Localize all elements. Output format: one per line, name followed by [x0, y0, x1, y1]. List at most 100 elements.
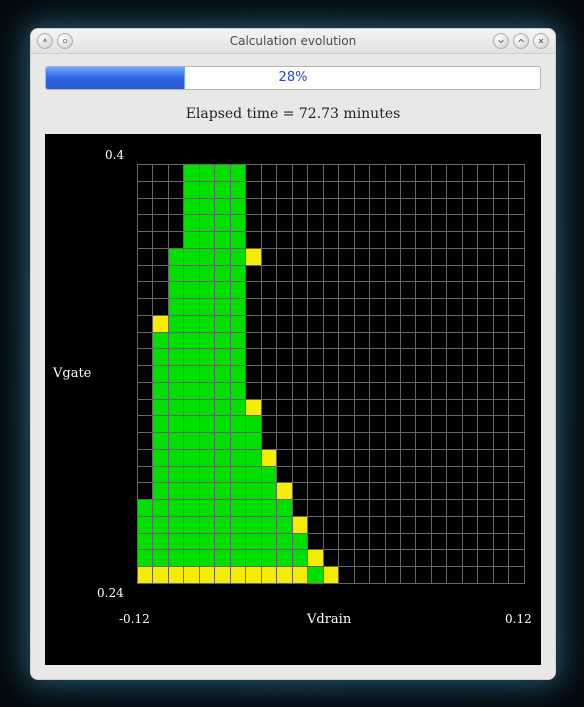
y-axis-label: Vgate — [53, 366, 91, 381]
heatmap-cell — [354, 516, 369, 533]
heatmap-cell — [493, 382, 508, 399]
heatmap-cell — [292, 198, 307, 215]
heatmap-cell — [509, 366, 525, 383]
heatmap-cell — [354, 299, 369, 316]
heatmap-cell — [400, 265, 415, 282]
heatmap-cell — [184, 399, 199, 416]
heatmap-cell — [308, 416, 323, 433]
heatmap-cell — [230, 483, 245, 500]
maximize-button[interactable] — [513, 33, 529, 49]
heatmap-cell — [138, 165, 153, 182]
heatmap-cell — [261, 483, 276, 500]
window-content: 28% Elapsed time = 72.73 minutes 0.4 0.2… — [31, 54, 555, 679]
sticky-icon[interactable] — [57, 33, 73, 49]
heatmap-cell — [354, 332, 369, 349]
heatmap-cell — [509, 483, 525, 500]
heatmap-cell — [168, 282, 183, 299]
heatmap-cell — [261, 533, 276, 550]
heatmap-cell — [431, 416, 446, 433]
heatmap-cell — [292, 416, 307, 433]
heatmap-cell — [478, 248, 493, 265]
heatmap-cell — [478, 349, 493, 366]
heatmap-cell — [261, 349, 276, 366]
heatmap-cell — [478, 533, 493, 550]
heatmap-cell — [416, 232, 431, 249]
heatmap-cell — [493, 265, 508, 282]
heatmap-cell — [246, 500, 261, 517]
heatmap-cell — [168, 349, 183, 366]
app-menu-icon[interactable] — [37, 33, 53, 49]
heatmap-cell — [308, 550, 323, 567]
heatmap-cell — [138, 248, 153, 265]
heatmap-cell — [462, 198, 477, 215]
heatmap-cell — [292, 533, 307, 550]
heatmap-cell — [447, 382, 462, 399]
heatmap-cell — [199, 449, 214, 466]
heatmap-cell — [447, 533, 462, 550]
heatmap-cell — [370, 332, 385, 349]
heatmap-cell — [168, 550, 183, 567]
heatmap-cell — [138, 449, 153, 466]
heatmap-cell — [323, 165, 338, 182]
heatmap-cell — [509, 516, 525, 533]
heatmap-cell — [168, 181, 183, 198]
heatmap-cell — [478, 181, 493, 198]
heatmap-cell — [261, 466, 276, 483]
heatmap-cell — [478, 215, 493, 232]
heatmap-cell — [323, 248, 338, 265]
heatmap-cell — [138, 349, 153, 366]
heatmap-cell — [246, 483, 261, 500]
heatmap-cell — [354, 181, 369, 198]
heatmap-cell — [230, 466, 245, 483]
heatmap-cell — [168, 433, 183, 450]
heatmap-cell — [184, 215, 199, 232]
heatmap-cell — [431, 282, 446, 299]
heatmap-cell — [385, 500, 400, 517]
heatmap-cell — [400, 198, 415, 215]
heatmap-cell — [509, 533, 525, 550]
heatmap-cell — [462, 215, 477, 232]
heatmap-cell — [400, 449, 415, 466]
heatmap-cell — [385, 248, 400, 265]
heatmap-cell — [153, 349, 168, 366]
close-button[interactable] — [533, 33, 549, 49]
heatmap-cell — [354, 265, 369, 282]
heatmap-cell — [416, 399, 431, 416]
heatmap-cell — [308, 567, 323, 584]
heatmap-cell — [462, 533, 477, 550]
heatmap-cell — [153, 483, 168, 500]
heatmap-cell — [277, 332, 292, 349]
heatmap-cell — [230, 248, 245, 265]
heatmap-cell — [308, 315, 323, 332]
heatmap-cell — [447, 516, 462, 533]
heatmap-cell — [478, 165, 493, 182]
heatmap-cell — [509, 248, 525, 265]
heatmap-cell — [246, 416, 261, 433]
heatmap-cell — [416, 165, 431, 182]
heatmap-cell — [168, 466, 183, 483]
heatmap-cell — [184, 349, 199, 366]
heatmap-cell — [447, 165, 462, 182]
heatmap-cell — [308, 248, 323, 265]
heatmap-cell — [230, 265, 245, 282]
heatmap-cell — [431, 248, 446, 265]
minimize-button[interactable] — [493, 33, 509, 49]
heatmap-cell — [447, 416, 462, 433]
heatmap-cell — [323, 567, 338, 584]
heatmap-cell — [400, 315, 415, 332]
heatmap-cell — [385, 299, 400, 316]
heatmap-cell — [153, 315, 168, 332]
heatmap-cell — [462, 181, 477, 198]
heatmap-cell — [447, 399, 462, 416]
heatmap-cell — [323, 433, 338, 450]
heatmap-cell — [447, 198, 462, 215]
heatmap-cell — [168, 500, 183, 517]
heatmap-cell — [153, 181, 168, 198]
heatmap-cell — [339, 366, 354, 383]
heatmap-cell — [339, 533, 354, 550]
heatmap-cell — [230, 332, 245, 349]
heatmap-cell — [339, 282, 354, 299]
heatmap-cell — [509, 382, 525, 399]
heatmap-cell — [385, 449, 400, 466]
heatmap-cell — [323, 366, 338, 383]
